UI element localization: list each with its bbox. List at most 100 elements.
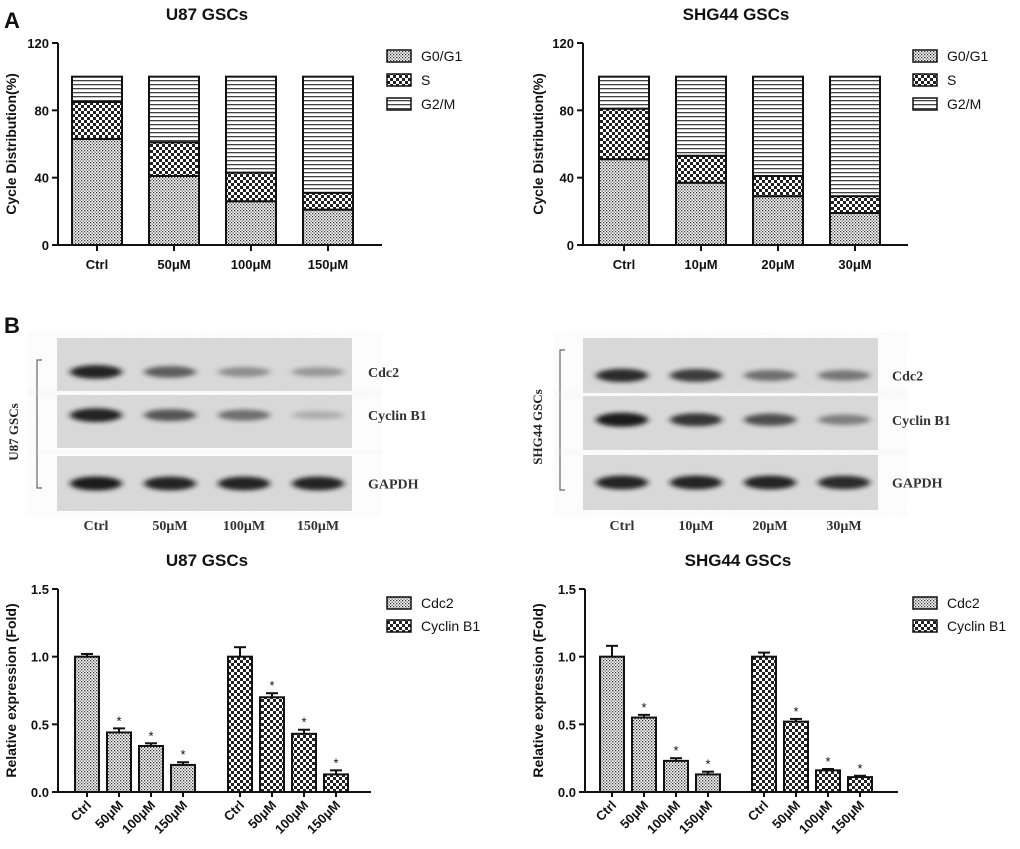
bar-cyclin-b1-0 [751,655,777,794]
bar-cyclin-b1-2 [291,732,317,793]
bar-cdc2-3 [695,773,721,794]
bar-g0-g1-3 [302,208,354,246]
bar-cdc2-2 [138,744,164,794]
legend-label: G0/G1 [421,48,462,64]
bar-g0-g1-0 [598,158,650,246]
blot-strip-texture [57,338,352,391]
chart-title: SHG44 GSCs [683,5,790,24]
bar-g2-m-1 [675,75,727,157]
y-tick-label: 1.0 [558,650,576,665]
y-tick-label: 1.0 [31,650,49,665]
significance-star: * [333,755,338,770]
band [144,366,196,378]
y-tick-label: 0.5 [31,717,49,732]
band [218,476,270,491]
y-tick-label: 80 [560,103,574,118]
band [144,409,196,422]
band [292,367,344,377]
legend-swatch [912,73,938,87]
band [292,410,344,420]
blot-lane-label: 100μM [223,519,265,534]
significance-star: * [857,761,862,776]
band [670,413,722,427]
band [218,409,270,421]
band [70,408,122,422]
x-tick-label: Ctrl [593,798,619,824]
legend-label: Cdc2 [947,595,980,611]
x-tick-label: 30μM [838,257,871,272]
y-axis-label: Cycle Distribution(%) [3,73,19,215]
bar-g2-m-1 [148,75,200,144]
band [218,367,270,377]
blot-shg44: SHG44 GSCs Cdc2 Cyclin B1 GAPDH Ctrl 10μM 20μM… [530,338,951,534]
x-tick-label: 100μM [272,798,311,837]
blot-lane-label: 150μM [297,519,339,534]
band [744,475,796,490]
x-tick-label: 150μM [304,798,343,837]
chart-title: SHG44 GSCs [685,551,792,570]
y-tick-label: 0.0 [31,785,49,800]
legend-label: S [421,72,430,88]
legend-swatch [912,49,938,63]
significance-star: * [148,728,153,743]
blot-lane-label: Ctrl [610,519,635,534]
blot-protein-label: Cyclin B1 [892,414,951,429]
chart-title: U87 GSCs [166,551,248,570]
x-tick-label: 50μM [157,257,190,272]
x-tick-label: 100μM [644,798,683,837]
band [596,475,648,490]
significance-star: * [641,700,646,715]
y-tick-label: 1.5 [558,582,576,597]
bar-s-1 [148,141,200,177]
x-tick-label: Ctrl [613,257,635,272]
bar-cdc2-3 [170,763,196,794]
chart-shg44-cycle: SHG44 GSCs Cycle Distribution(%) 0 40 80 120 C… [530,5,988,272]
panel-a-letter: A [4,8,20,33]
significance-star: * [116,713,121,728]
blot-u87: U87 GSCs Cdc2 Cyclin B1 GAPDH Ctrl 50μM 100μM 1… [6,338,427,534]
bar-g0-g1-1 [148,174,200,247]
x-tick-label: 150μM [676,798,715,837]
band [818,475,870,490]
bar-s-0 [598,107,650,161]
legend-swatch [912,596,938,610]
bar-g0-g1-3 [829,212,881,246]
bar-cdc2-1 [631,716,657,793]
band [596,412,648,427]
blot-protein-label: Cdc2 [892,369,923,384]
y-tick-label: 40 [35,171,49,186]
blot-lane-label: 50μM [152,519,187,534]
y-tick-label: 0 [42,238,49,253]
band [818,370,870,381]
blot-side-label: U87 GSCs [6,403,21,460]
blot-protein-label: GAPDH [368,478,419,493]
x-tick-label: 10μM [684,257,717,272]
x-tick-label: Ctrl [68,798,94,824]
y-tick-label: 0.5 [558,717,576,732]
bar-s-2 [225,171,277,203]
y-tick-label: 0.0 [558,785,576,800]
bar-cyclin-b1-1 [259,696,285,793]
blot-lane-label: 30μM [826,519,861,534]
bar-cyclin-b1-0 [227,655,253,794]
bar-cdc2-0 [599,655,625,794]
blot-lane-label: Ctrl [84,519,109,534]
x-tick-label: 100μM [796,798,835,837]
legend-swatch [386,97,412,111]
blot-strip-texture [583,338,878,393]
band [670,369,722,382]
bar-cyclin-b1-3 [847,776,873,794]
y-tick-label: 1.5 [31,582,49,597]
legend-label: G0/G1 [947,48,988,64]
bar-g2-m-3 [302,75,354,194]
band [670,475,722,490]
legend-label: G2/M [947,96,981,112]
bar-cdc2-0 [74,655,100,794]
bar-g2-m-3 [829,75,881,198]
bar-g0-g1-2 [225,200,277,247]
legend-label: G2/M [421,96,455,112]
chart-title: U87 GSCs [166,5,248,24]
significance-star: * [825,754,830,769]
legend-swatch [386,619,412,633]
bar-g0-g1-1 [675,181,727,246]
